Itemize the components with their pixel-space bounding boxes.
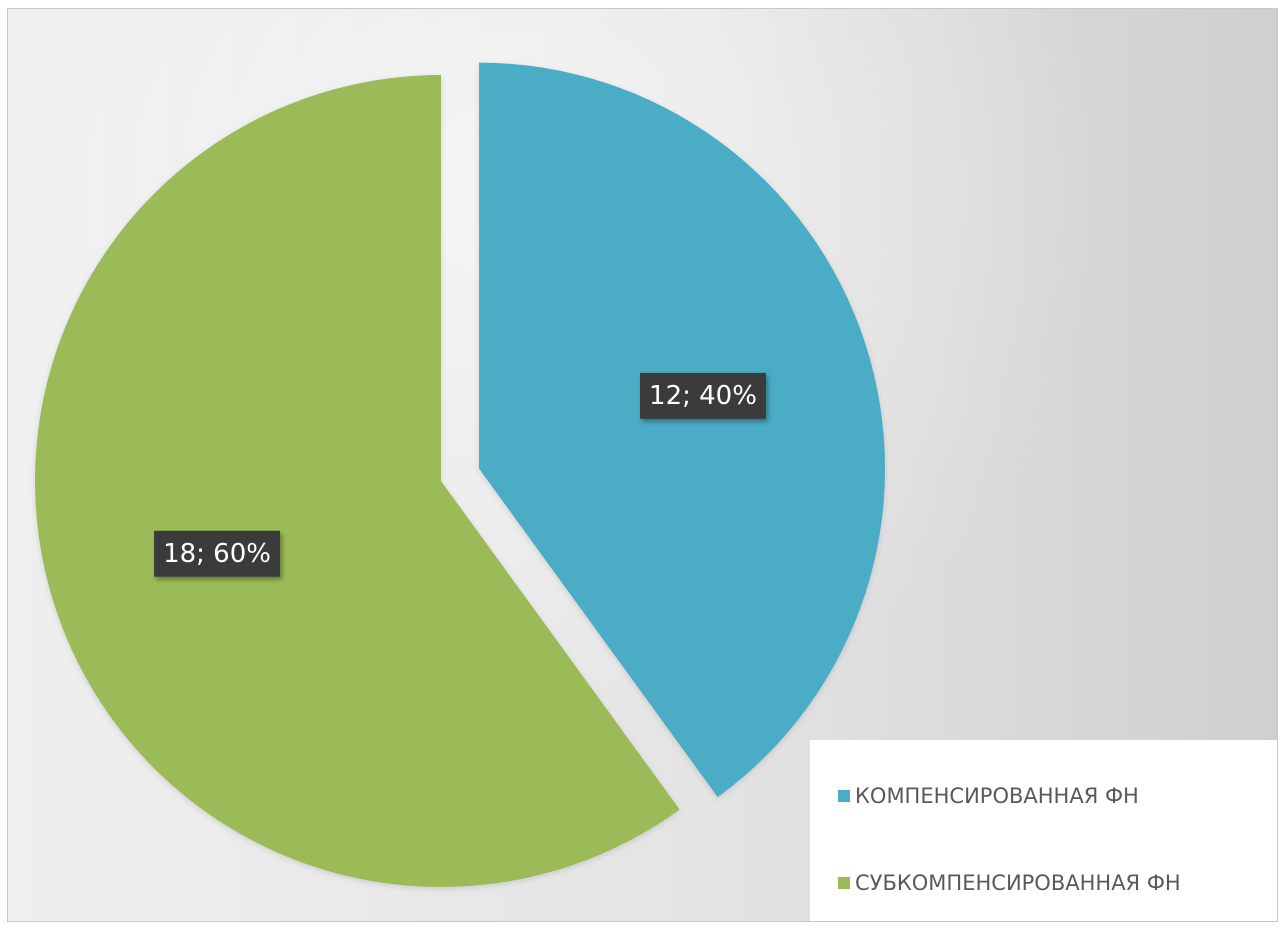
pie-chart: 12; 40% 18; 60% <box>34 62 886 887</box>
legend-label-compensated: КОМПЕНСИРОВАННАЯ ФН <box>855 784 1139 808</box>
chart-area: 12; 40% 18; 60% КОМПЕНСИРОВАННАЯ ФН СУБКО… <box>7 8 1278 922</box>
legend-item-compensated: КОМПЕНСИРОВАННАЯ ФН <box>838 784 1139 808</box>
data-label-compensated-text: 12; 40% <box>649 381 757 411</box>
legend-item-subcompensated: СУБКОМПЕНСИРОВАННАЯ ФН <box>838 871 1181 895</box>
data-label-compensated: 12; 40% <box>640 372 766 419</box>
data-label-subcompensated-box <box>154 530 280 577</box>
pie-slice-compensated <box>479 62 886 798</box>
legend-swatch-subcompensated <box>838 877 850 889</box>
pie-slice-subcompensated <box>34 75 680 887</box>
data-label-compensated-box <box>640 372 766 419</box>
legend-swatch-compensated <box>838 790 850 802</box>
legend-label-subcompensated: СУБКОМПЕНСИРОВАННАЯ ФН <box>855 871 1181 895</box>
chart-legend: КОМПЕНСИРОВАННАЯ ФН СУБКОМПЕНСИРОВАННАЯ … <box>810 740 1277 921</box>
data-label-subcompensated-text: 18; 60% <box>163 539 271 569</box>
data-label-subcompensated: 18; 60% <box>154 530 280 577</box>
